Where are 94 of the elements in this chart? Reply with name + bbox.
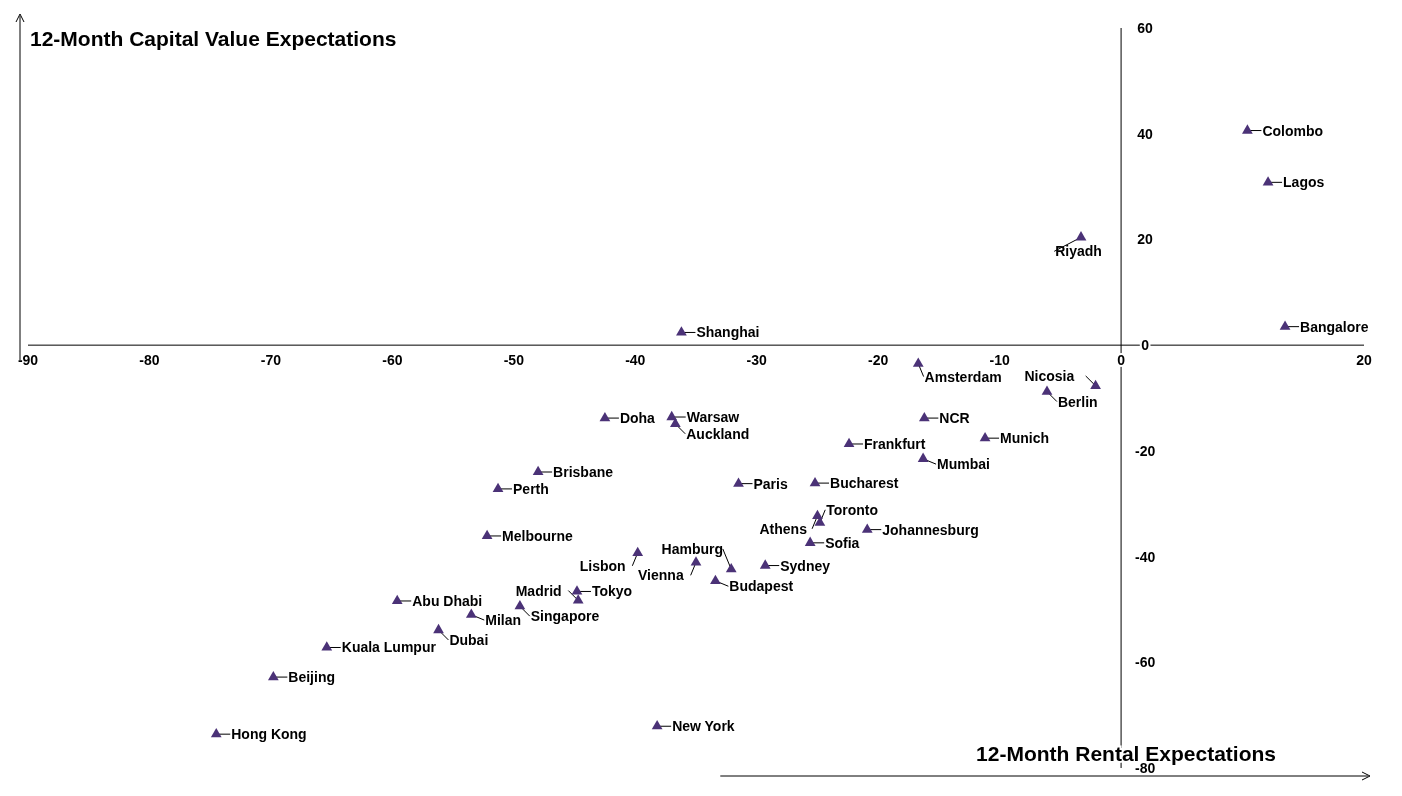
annotation: Melbourne xyxy=(502,527,574,544)
point xyxy=(492,482,504,493)
point xyxy=(690,556,702,566)
annotation: Milan xyxy=(485,612,522,629)
point xyxy=(1262,176,1274,186)
point xyxy=(632,546,644,556)
annotation: Colombo xyxy=(1262,122,1324,139)
annotation: Riyadh xyxy=(1055,243,1102,260)
annotation: Johannesburg xyxy=(882,521,979,538)
annotation: Berlin xyxy=(1057,393,1098,410)
point xyxy=(710,574,721,584)
point xyxy=(843,437,855,448)
point xyxy=(912,357,924,367)
annotation: Mumbai xyxy=(937,456,990,473)
annotation: Kuala Lumpur xyxy=(341,639,437,656)
annotation: Lagos xyxy=(1283,174,1325,191)
annotation: Athens xyxy=(759,520,808,537)
annotation: Perth xyxy=(513,480,549,497)
annotation: Tokyo xyxy=(591,583,633,600)
annotation: Hamburg xyxy=(661,540,724,557)
x-tick-label: -10 xyxy=(989,352,1010,369)
point xyxy=(267,670,279,681)
y-tick-label: 60 xyxy=(1137,20,1154,36)
point xyxy=(759,559,771,569)
annotation: Bangalore xyxy=(1300,318,1369,335)
annotation: Amsterdam xyxy=(924,368,1002,385)
annotation: Toronto xyxy=(826,501,879,518)
point xyxy=(979,431,991,442)
point xyxy=(918,411,930,422)
annotation: Bucharest xyxy=(830,475,899,492)
point xyxy=(809,476,821,487)
annotation: Abu Dhabi xyxy=(412,592,483,609)
y-tick-label: 20 xyxy=(1137,231,1154,248)
annotation: Beijing xyxy=(288,669,336,686)
annotation: NCR xyxy=(939,410,970,427)
annotation: Auckland xyxy=(686,425,750,442)
point xyxy=(210,727,222,738)
point xyxy=(917,452,929,462)
annotation: Munich xyxy=(1000,430,1050,447)
annotation: Nicosia xyxy=(1024,367,1075,384)
point xyxy=(599,411,611,422)
point xyxy=(733,477,744,487)
y-tick-label: -20 xyxy=(1134,442,1156,459)
point xyxy=(571,585,583,595)
x-tick-label: -40 xyxy=(625,352,646,369)
x-tick-label: -30 xyxy=(746,352,768,369)
y-tick-label: -40 xyxy=(1134,548,1156,565)
point xyxy=(666,410,678,421)
point xyxy=(812,509,823,519)
annotation: Sofia xyxy=(825,534,860,551)
x-tick-label: -90 xyxy=(17,352,39,369)
point xyxy=(861,523,873,533)
x-tick-label: -80 xyxy=(139,352,160,369)
point xyxy=(676,326,687,336)
annotation: Singapore xyxy=(530,608,600,625)
y-tick-label: -60 xyxy=(1134,654,1156,671)
point xyxy=(465,608,477,618)
point xyxy=(651,720,663,730)
point xyxy=(321,641,333,651)
point xyxy=(725,563,737,573)
point xyxy=(1075,231,1087,241)
annotation: Paris xyxy=(753,475,788,492)
annotation: New York xyxy=(672,718,735,735)
point xyxy=(391,594,403,605)
annotation: Brisbane xyxy=(553,464,614,480)
point xyxy=(532,465,544,476)
point xyxy=(1041,385,1053,395)
x-tick-label: -20 xyxy=(868,352,889,369)
point xyxy=(1242,124,1253,134)
annotation: Sydney xyxy=(780,557,831,574)
y-tick-label: 40 xyxy=(1137,125,1154,142)
point xyxy=(1090,379,1101,389)
point xyxy=(481,529,493,540)
y-tick-label: -80 xyxy=(1134,760,1156,776)
point xyxy=(1279,320,1291,330)
annotation: Budapest xyxy=(729,578,794,595)
x-tick-label: -70 xyxy=(260,352,282,369)
annotation: Madrid xyxy=(515,582,562,599)
point xyxy=(804,536,816,546)
y-axis-title: 12-Month Capital Value Expectations xyxy=(30,27,397,50)
x-tick-label: 20 xyxy=(1356,352,1372,369)
annotation: Shanghai xyxy=(696,324,760,341)
annotation: Lisbon xyxy=(579,557,626,574)
point xyxy=(514,600,526,610)
annotation: Doha xyxy=(619,410,656,427)
annotation: Hong Kong xyxy=(231,726,307,743)
annotation: Warsaw xyxy=(686,409,740,426)
point xyxy=(433,623,444,634)
point xyxy=(572,594,584,604)
x-tick-label: -60 xyxy=(382,352,403,369)
annotation: Vienna xyxy=(638,567,684,584)
annotation: Dubai xyxy=(449,631,489,648)
x-tick-label: -50 xyxy=(503,352,525,369)
annotation: Frankfurt xyxy=(864,435,926,452)
